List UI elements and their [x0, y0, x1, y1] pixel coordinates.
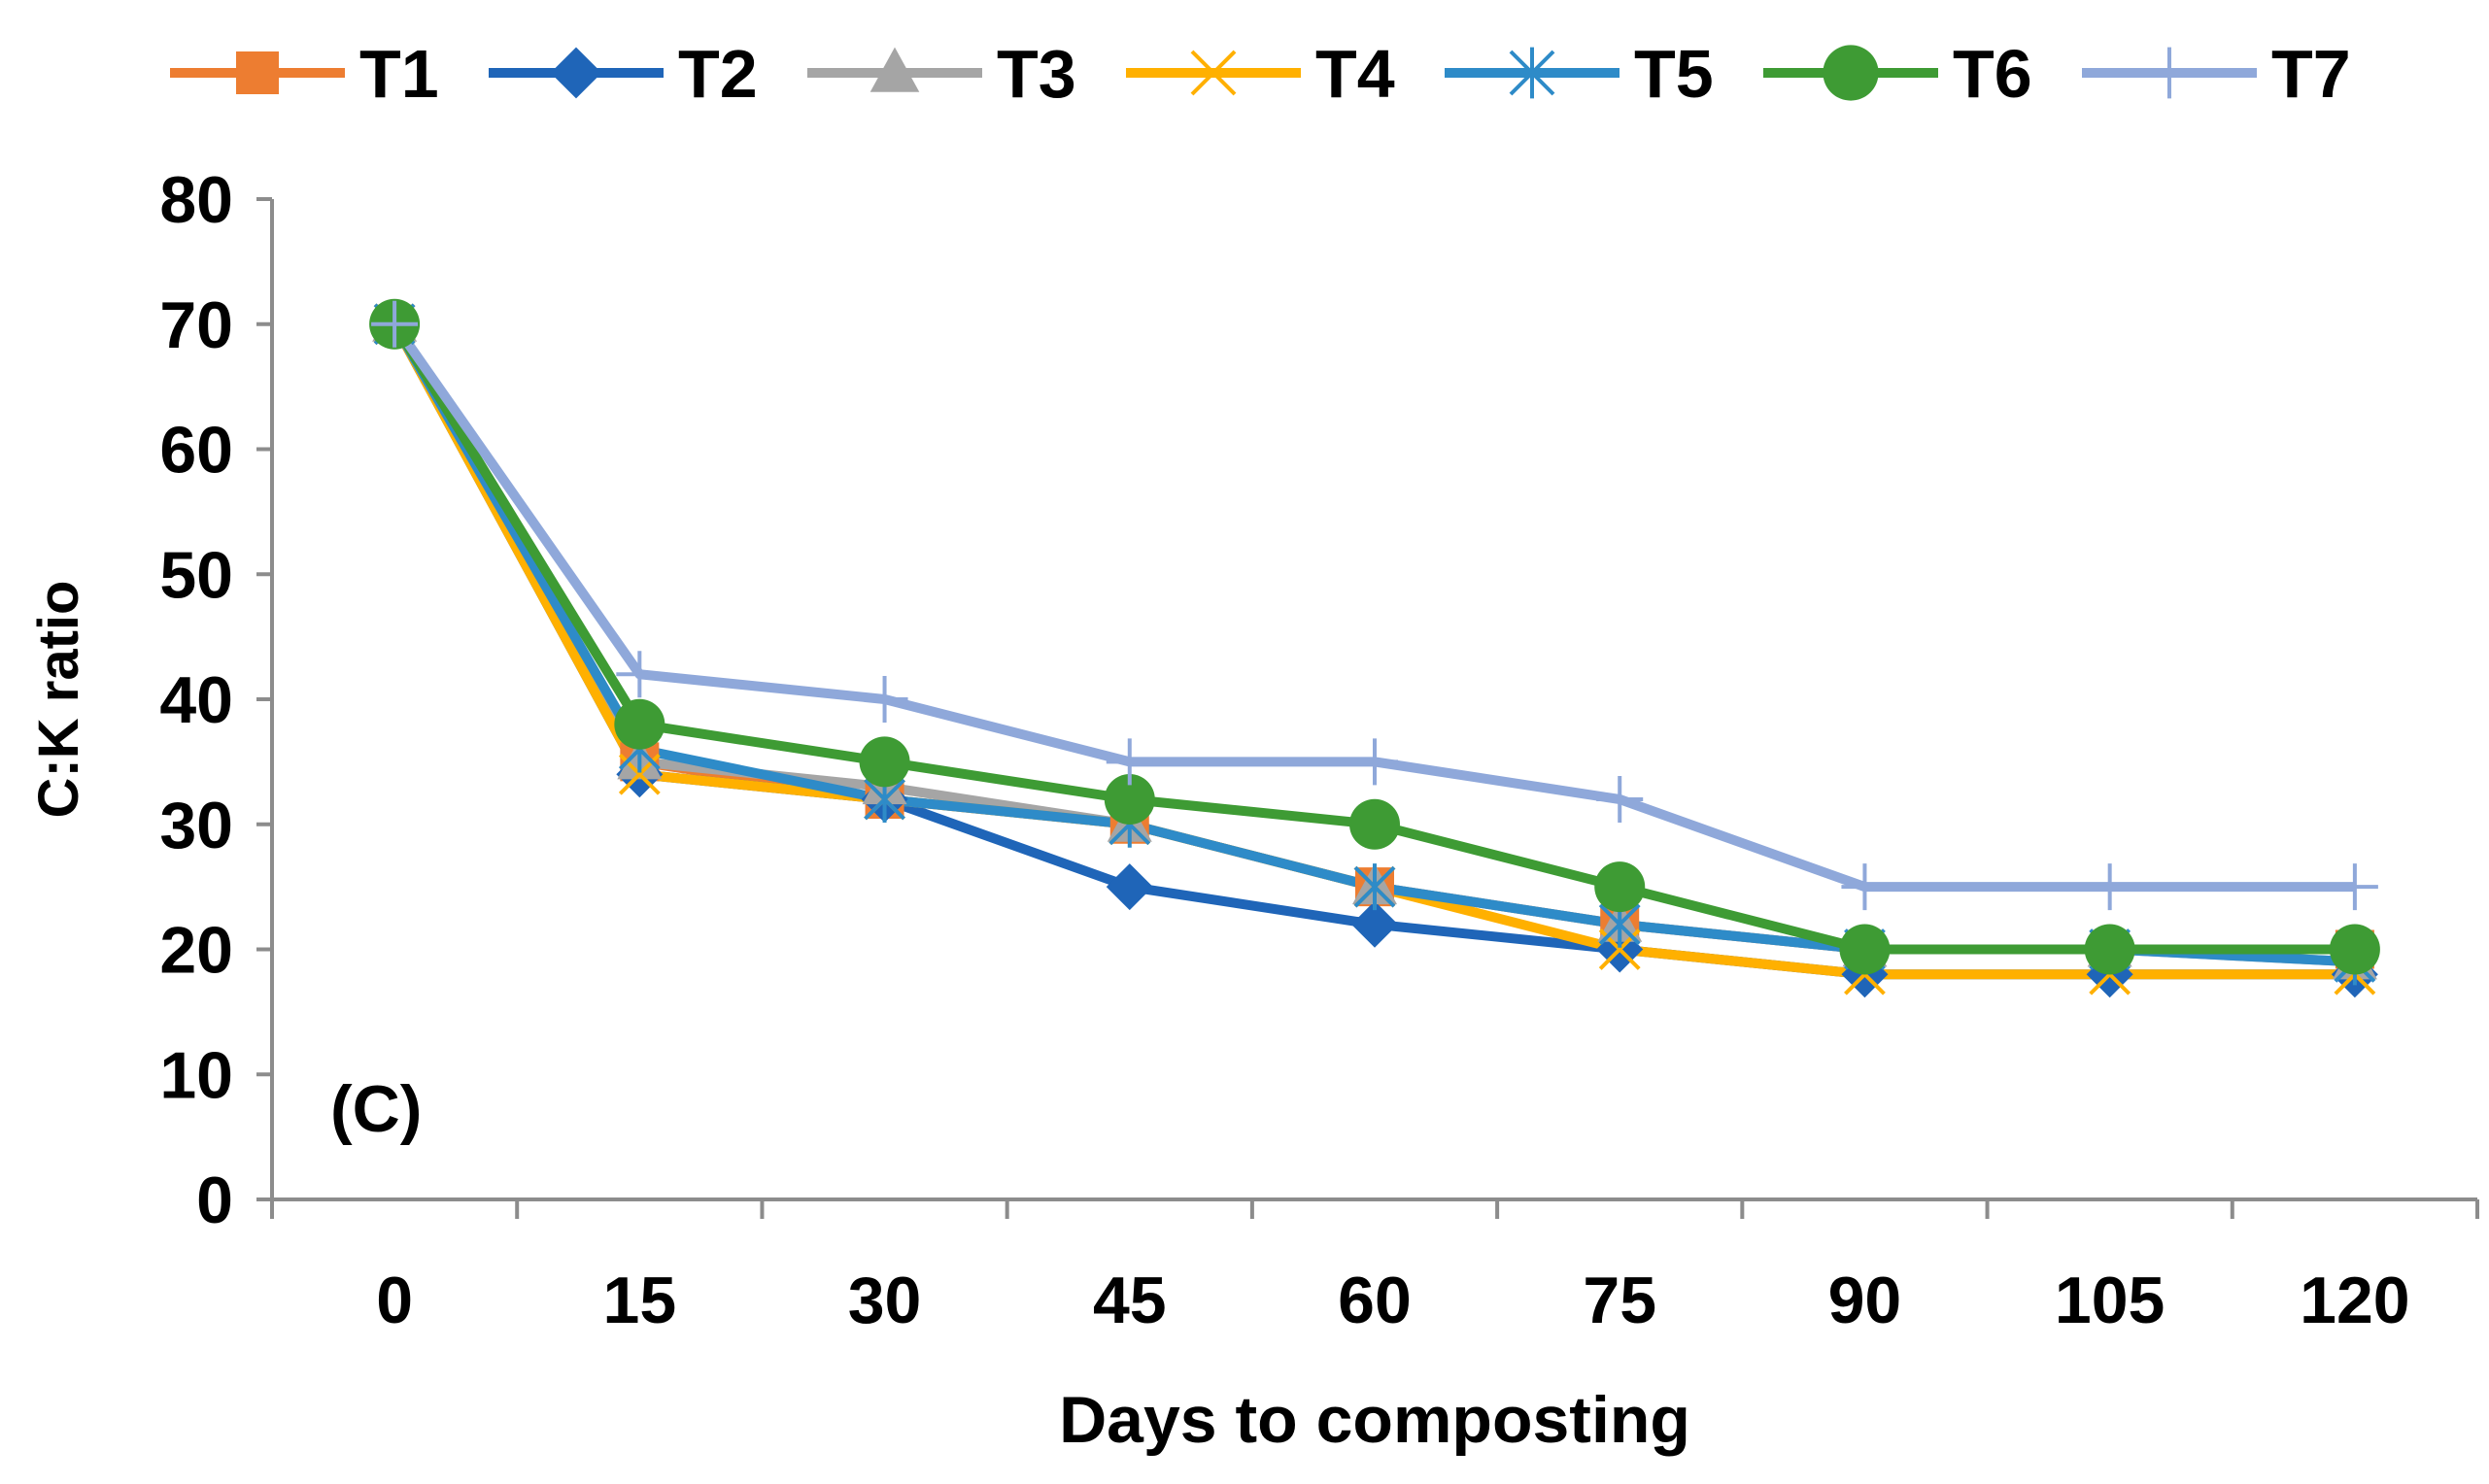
legend-label: T1 — [359, 36, 439, 112]
legend-label: T3 — [997, 36, 1076, 112]
data-point-t7 — [1596, 776, 1644, 823]
data-point-t7 — [2331, 863, 2378, 911]
data-point-t7 — [1106, 738, 1153, 786]
data-point-t6 — [1104, 774, 1155, 825]
data-point-t7 — [616, 651, 664, 698]
x-ticks: 0 15 30 45 60 75 90 105 120 — [270, 1199, 2479, 1337]
data-point-t6 — [1594, 861, 1646, 913]
legend-label: T7 — [2271, 36, 2351, 112]
y-tick-label: 60 — [159, 414, 233, 488]
data-point-t6 — [614, 698, 665, 750]
x-axis-title: Days to composting — [1059, 1383, 1690, 1457]
data-point-t2 — [1106, 863, 1153, 911]
y-tick-label: 20 — [159, 914, 233, 988]
data-point-t6 — [2329, 924, 2380, 975]
legend-label: T2 — [678, 36, 758, 112]
data-point-t7 — [1351, 738, 1398, 786]
legend-marker — [550, 47, 602, 99]
data-point-t7 — [371, 300, 419, 348]
legend-label: T4 — [1315, 36, 1395, 112]
y-tick-label: 0 — [196, 1164, 233, 1237]
legend-item-t1: T1 — [170, 36, 439, 112]
x-tick-label: 30 — [848, 1264, 922, 1337]
legend-item-t3: T3 — [807, 36, 1076, 112]
legend-item-t4: T4 — [1126, 36, 1395, 112]
series-line-t1 — [390, 321, 2355, 955]
legend-marker — [869, 47, 920, 92]
data-point-t2 — [1351, 900, 1398, 948]
plot-area: 0 10 20 30 40 50 60 70 80 0 15 30 45 60 75 90 105 120 — [159, 163, 2479, 1337]
data-point-t7 — [2086, 863, 2133, 911]
x-tick-label: 0 — [376, 1264, 413, 1337]
legend-marker — [1190, 50, 1237, 96]
x-tick-label: 105 — [2055, 1264, 2165, 1337]
series-markers — [369, 298, 2380, 998]
y-tick-label: 70 — [159, 288, 233, 362]
data-point-t7 — [1841, 863, 1889, 911]
y-tick-label: 10 — [159, 1038, 233, 1112]
x-tick-label: 15 — [603, 1264, 677, 1337]
legend-item-t2: T2 — [489, 36, 758, 112]
x-tick-label: 120 — [2300, 1264, 2409, 1337]
x-tick-label: 75 — [1583, 1264, 1656, 1337]
legend: T1 T2 T3 T4 T5 T6 T7 — [170, 36, 2351, 112]
legend-item-t5: T5 — [1445, 36, 1714, 112]
legend-marker — [2143, 47, 2196, 99]
data-point-t5 — [1353, 863, 1396, 911]
x-tick-label: 60 — [1338, 1264, 1412, 1337]
y-ticks: 0 10 20 30 40 50 60 70 80 — [159, 163, 272, 1237]
data-point-t6 — [1349, 798, 1400, 850]
y-tick-label: 40 — [159, 663, 233, 737]
x-tick-label: 45 — [1093, 1264, 1167, 1337]
y-tick-label: 50 — [159, 538, 233, 612]
y-axis-title: C:K ratio — [27, 581, 90, 819]
legend-label: T5 — [1634, 36, 1714, 112]
legend-marker — [1823, 45, 1879, 101]
series-line-t6 — [390, 321, 2355, 955]
legend-marker — [236, 51, 279, 94]
data-point-t7 — [861, 676, 908, 723]
data-point-t6 — [1839, 924, 1891, 975]
y-tick-label: 80 — [159, 163, 233, 237]
data-point-t6 — [2084, 924, 2135, 975]
data-point-t6 — [859, 736, 910, 788]
y-tick-label: 30 — [159, 789, 233, 862]
legend-item-t6: T6 — [1763, 36, 2032, 112]
legend-item-t7: T7 — [2082, 36, 2351, 112]
legend-marker — [1509, 47, 1555, 99]
panel-label: (C) — [330, 1072, 422, 1146]
legend-label: T6 — [1953, 36, 2032, 112]
x-tick-label: 90 — [1828, 1264, 1902, 1337]
